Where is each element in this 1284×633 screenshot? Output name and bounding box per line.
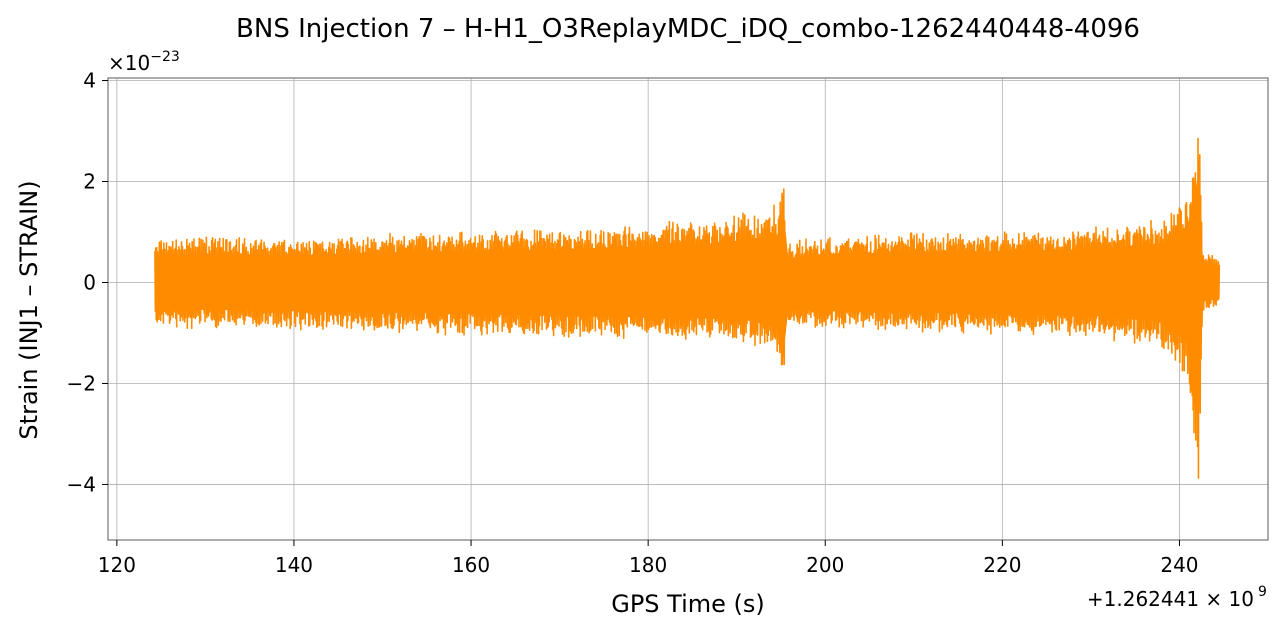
x-axis-label: GPS Time (s) (611, 590, 765, 618)
y-scale-exponent: −23 (150, 49, 180, 65)
x-tick-label: 160 (452, 553, 490, 577)
y-axis-label: Strain (INJ1 – STRAIN) (15, 180, 43, 439)
x-offset-exponent: 9 (1258, 584, 1267, 600)
y-tick-label: −4 (67, 472, 96, 496)
strain-series-line (154, 137, 1221, 479)
x-tick-label: 240 (1160, 553, 1198, 577)
x-tick-label: 180 (629, 553, 667, 577)
plot-frame (107, 77, 1269, 541)
data-layer (154, 137, 1221, 479)
x-tick-label: 140 (275, 553, 313, 577)
y-tick-label: −2 (67, 371, 96, 395)
y-tick-label: 0 (83, 270, 96, 294)
x-offset-base: +1.262441 × 10 (1087, 587, 1254, 611)
chart-title: BNS Injection 7 – H-H1_O3ReplayMDC_iDQ_c… (236, 14, 1140, 44)
x-tick-label: 220 (983, 553, 1021, 577)
y-tick-label: 2 (83, 170, 96, 194)
tick-layer: 120 140 160 180 200 220 240 −4 −2 0 2 4 (67, 69, 1199, 577)
y-tick-label: 4 (83, 69, 96, 93)
y-scale-factor: ×10−23 (108, 49, 180, 75)
x-tick-label: 200 (806, 553, 844, 577)
x-offset-label: +1.262441 × 10 (1087, 587, 1254, 611)
x-tick-label: 120 (98, 553, 136, 577)
y-scale-base: ×10 (108, 51, 150, 75)
